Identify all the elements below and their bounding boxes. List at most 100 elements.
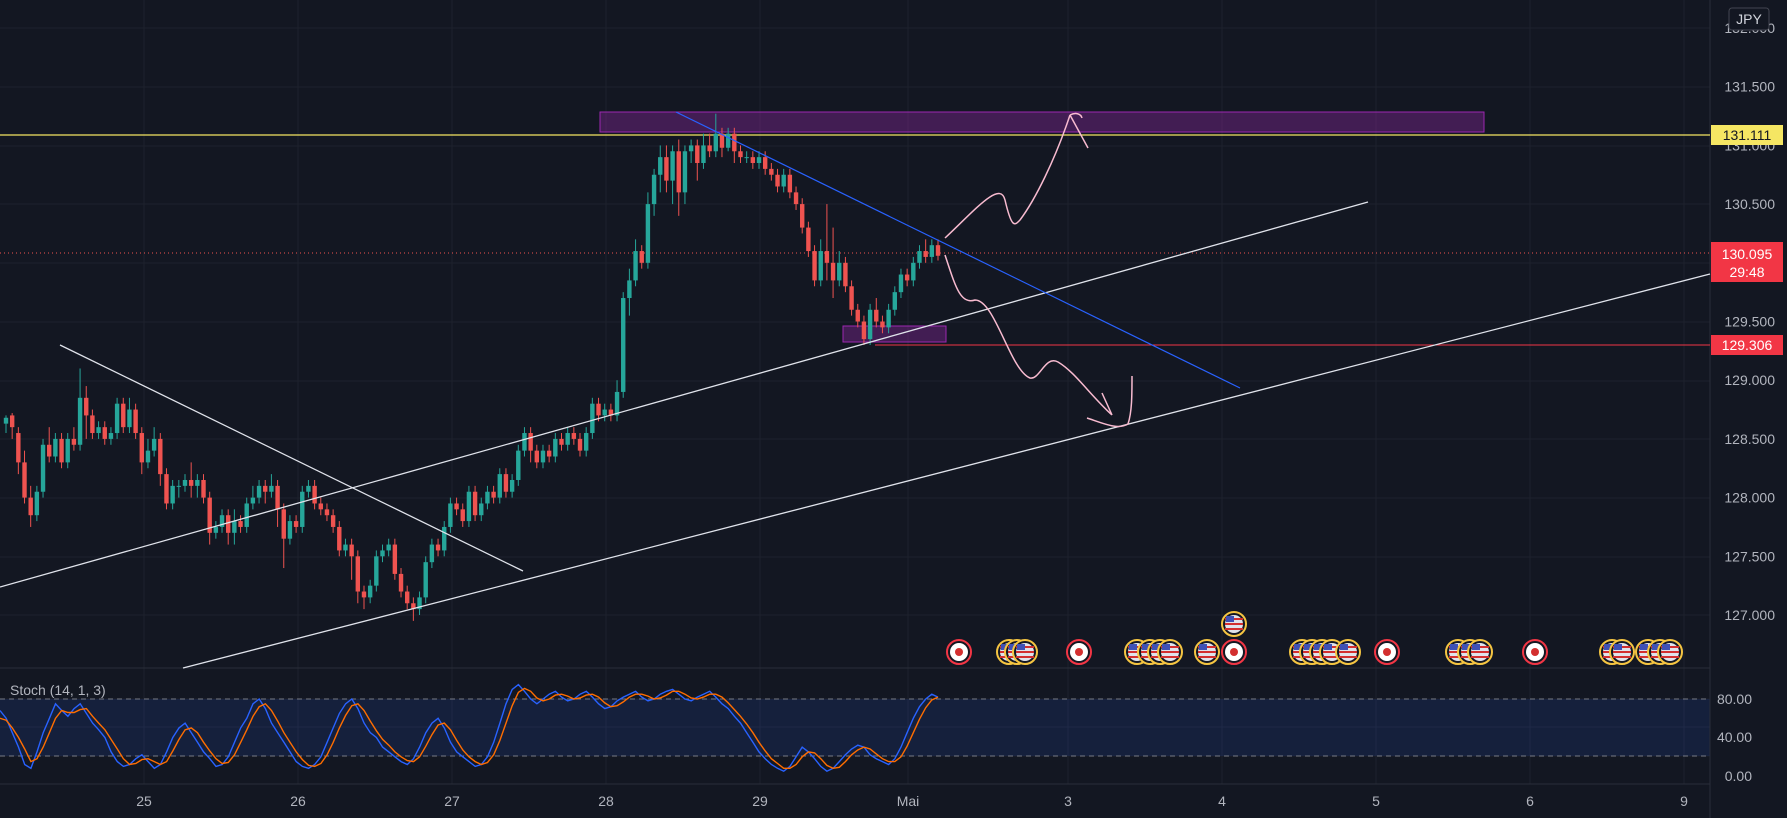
candle-body [244, 503, 249, 527]
candle [923, 239, 928, 263]
candle-body [417, 597, 422, 610]
supply-zone[interactable] [599, 111, 1485, 133]
demand-zone[interactable] [842, 325, 947, 343]
us-flag-icon[interactable] [1194, 639, 1220, 665]
candle [682, 145, 688, 205]
candle [633, 239, 638, 287]
candle [176, 479, 182, 498]
us-flag-icon[interactable] [1221, 611, 1247, 637]
candle [343, 538, 348, 557]
price-tick: 128.000 [1724, 490, 1775, 506]
candle [812, 245, 817, 287]
candle [145, 438, 151, 469]
stoch-tick: 80.00 [1717, 691, 1752, 707]
candle [114, 397, 120, 439]
candle-body [9, 415, 15, 428]
candle-body [337, 526, 342, 551]
time-axis[interactable]: 25 26 27 28 29 Mai 3 4 5 6 9 [136, 793, 1688, 809]
candle-body [571, 433, 577, 439]
candle-body [837, 262, 842, 281]
candle-body [213, 526, 219, 533]
jp-flag-icon[interactable] [1221, 639, 1247, 665]
ascending-channel-lower[interactable] [182, 273, 1711, 669]
stoch-axis[interactable]: 80.00 40.00 0.00 [1717, 691, 1752, 784]
candle-body [719, 133, 725, 148]
candle-body [40, 444, 46, 492]
price-axis[interactable]: 132.000131.500131.000130.500130.000129.5… [1724, 20, 1775, 623]
time-tick: 27 [444, 793, 460, 809]
ascending-channel-upper[interactable] [0, 201, 1369, 588]
candle [892, 286, 897, 316]
candle-body [287, 521, 293, 539]
candle-body [769, 168, 774, 175]
candle-body [300, 491, 305, 527]
candle [571, 427, 577, 445]
candle [540, 444, 546, 469]
jp-flag-icon[interactable] [1374, 639, 1400, 665]
candle [263, 479, 268, 504]
candle-body [497, 474, 502, 498]
us-flag-icon[interactable] [1657, 639, 1683, 665]
support-badge [1711, 335, 1783, 355]
time-tick: 5 [1372, 793, 1380, 809]
candle-body [528, 433, 533, 451]
jp-flag-icon[interactable] [1066, 639, 1092, 665]
candle [744, 151, 749, 164]
candle-body [225, 515, 231, 533]
candle [281, 503, 286, 569]
us-flag-icon[interactable] [1467, 639, 1493, 665]
candle [509, 474, 515, 498]
candle [84, 386, 89, 439]
candle [22, 450, 27, 504]
currency-badge[interactable] [1728, 7, 1770, 31]
candle-body [435, 544, 441, 551]
us-flag-icon[interactable] [1012, 639, 1038, 665]
candle [238, 515, 243, 533]
time-tick: 25 [136, 793, 152, 809]
candle [583, 427, 589, 457]
candle-body [151, 438, 157, 451]
candle [800, 198, 805, 234]
descending-trendline[interactable] [59, 344, 524, 572]
candle [614, 380, 620, 422]
time-tick: Mai [897, 793, 920, 809]
us-flag-icon[interactable] [1157, 639, 1183, 665]
candle-body [16, 433, 21, 463]
stoch-label[interactable]: Stoch (14, 1, 3) [10, 682, 106, 698]
candle-body [800, 204, 805, 228]
candle-body [59, 438, 64, 463]
candle-body [22, 462, 27, 498]
candle-body [442, 526, 447, 551]
candle-body [34, 491, 40, 516]
candle [701, 133, 706, 169]
candle [182, 474, 188, 492]
candle-body [682, 151, 688, 193]
candle-body [756, 157, 762, 164]
blue-trendline[interactable] [675, 111, 1241, 389]
candle [102, 421, 107, 445]
economic-events[interactable] [946, 611, 1683, 665]
price-tick: 130.500 [1724, 196, 1775, 212]
us-flag-icon[interactable] [1335, 639, 1361, 665]
candle-body [232, 521, 237, 533]
candle [386, 538, 391, 557]
current-price-badge [1711, 242, 1783, 282]
candle [306, 479, 311, 498]
candle-body [170, 485, 175, 504]
us-flag-icon[interactable] [1609, 639, 1635, 665]
candle-body [744, 157, 749, 159]
candle-body [688, 145, 694, 152]
jp-flag-icon[interactable] [946, 639, 972, 665]
candle-body [880, 321, 885, 328]
candle-body [96, 427, 101, 434]
candle-body [398, 573, 404, 592]
candle-body [781, 174, 786, 187]
candle [867, 303, 873, 345]
candle [47, 427, 52, 463]
candle-body [3, 417, 9, 424]
jp-flag-icon[interactable] [1522, 639, 1548, 665]
candle-body [695, 145, 700, 164]
candle [670, 145, 675, 205]
candle [300, 485, 305, 533]
